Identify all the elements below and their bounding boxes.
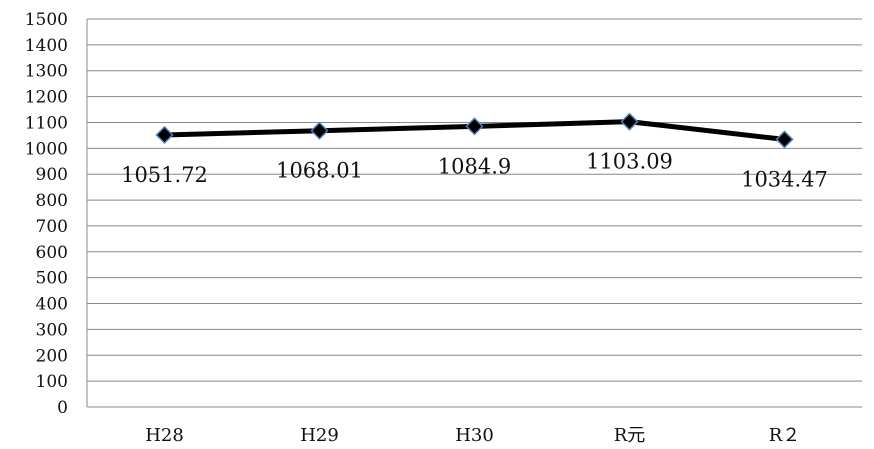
x-tick-label: H29 [300,425,339,446]
y-tick-label: 200 [36,346,68,366]
data-point-marker [620,112,639,131]
y-tick-label: 300 [36,320,68,340]
data-label: 1103.09 [586,150,673,174]
data-point-marker [155,125,174,145]
y-tick-label: 0 [57,398,68,418]
data-point-marker [775,130,794,149]
data-point-marker [465,117,484,136]
y-tick-label: 1000 [25,139,68,159]
y-tick-label: 1500 [25,10,68,30]
y-tick-label: 1200 [25,88,68,108]
gridlines [87,18,862,382]
x-tick-label: R元 [614,425,646,446]
y-tick-label: 1400 [25,36,68,56]
data-label: 1034.47 [741,167,828,191]
data-point-marker [310,121,329,140]
y-tick-label: 1300 [25,62,68,82]
y-axis-tick-labels: 0 100 200 300 400 500 600 700 800 900 1000 1100 1200… [25,10,68,418]
data-label: 1051.72 [121,163,208,187]
y-tick-label: 900 [36,165,68,185]
y-tick-label: 500 [36,269,68,289]
data-label: 1084.9 [438,154,511,178]
y-tick-label: 1100 [25,113,68,133]
y-tick-label: 400 [36,295,68,315]
x-axis-tick-labels: H28 H29 H30 R元 R２ [145,425,800,446]
series-markers [155,112,794,149]
x-tick-label: H30 [455,425,494,446]
data-label: 1068.01 [276,159,363,183]
x-tick-label: H28 [145,425,184,446]
y-tick-label: 800 [36,191,68,211]
y-tick-label: 700 [36,217,68,237]
y-tick-label: 600 [36,243,68,263]
data-labels: 1051.72 1068.01 1084.9 1103.09 1034.47 [121,150,828,192]
x-tick-label: R２ [769,425,801,446]
y-tick-label: 100 [36,372,68,392]
